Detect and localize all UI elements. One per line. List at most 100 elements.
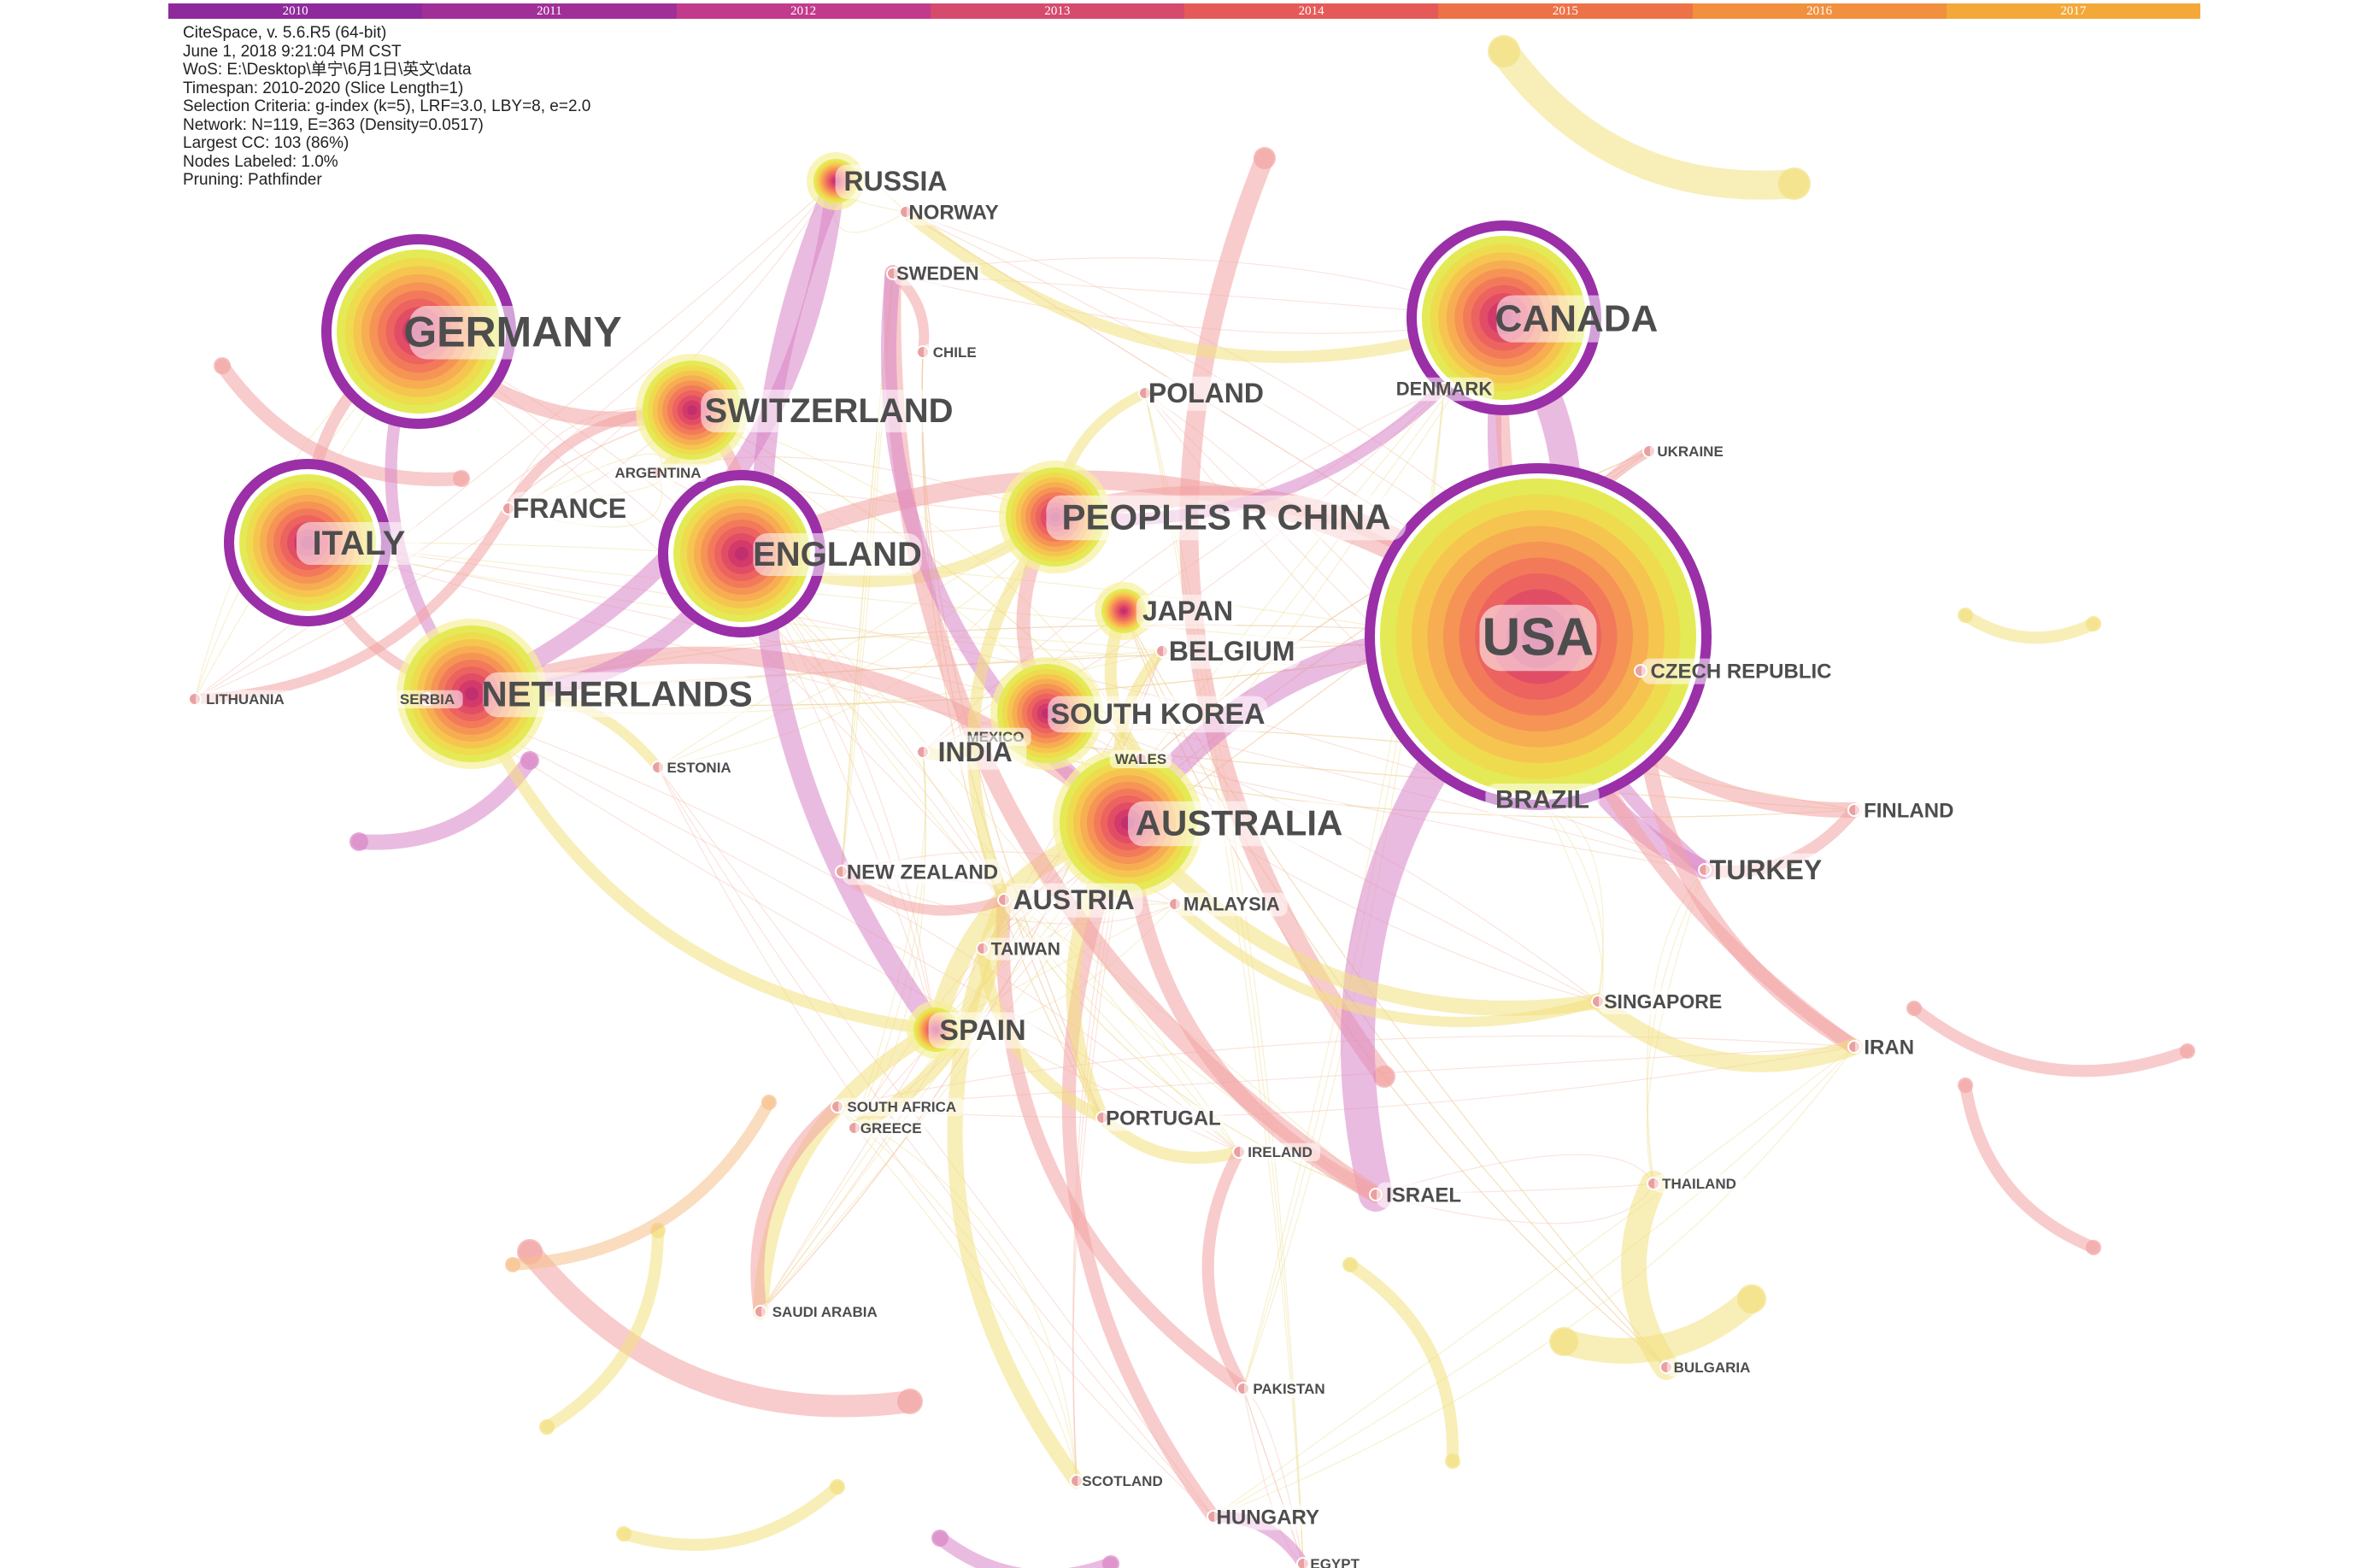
node-label-egypt: EGYPT [1310,1556,1360,1568]
node-label-netherlands: NETHERLANDS [481,674,752,714]
node-label-background [509,491,630,526]
node-label-italy: ITALY [313,525,406,562]
network-edge [1542,798,1604,1002]
timeline-segment: 2012 [676,3,931,19]
timeline-segment: 2014 [1184,3,1439,19]
node-label-background [1103,1105,1224,1131]
edge-endpoint [1254,147,1276,169]
info-line: Timespan: 2010-2020 (Slice Length=1) [183,79,464,97]
network-edge [1213,1046,1855,1518]
node-label-background [1479,604,1597,672]
info-line: Pruning: Pathfinder [183,171,322,189]
node-label-background [835,164,956,199]
network-edge [618,1481,843,1551]
network-edge [995,893,1250,1395]
node-label-background [1485,784,1600,816]
info-line: Selection Criteria: g-index (k=5), LRF=3… [183,97,591,115]
edge-endpoint [2086,1240,2101,1255]
node-label-thailand: THAILAND [1662,1176,1736,1192]
node-label-southafrica: SOUTH AFRICA [847,1099,956,1115]
network-edge [837,1106,1078,1482]
node-label-background [1048,696,1268,733]
node-label-background [1304,1554,1366,1568]
edge-endpoint [1778,167,1811,200]
network-edge [1201,1146,1249,1395]
node-label-india: INDIA [938,737,1013,767]
info-line: CiteSpace, v. 5.6.R5 (64-bit) [183,24,387,42]
timeline-bar: 2010 2011 2012 2013 2014 2015 2016 2017 [168,3,2200,19]
node-label-background [843,859,1002,885]
node-label-serbia: SERBIA [400,691,455,708]
network-edge [1242,1388,1304,1565]
node-label-background [1128,801,1350,847]
info-line: Largest CC: 103 (86%) [183,134,349,152]
node-label-estonia: ESTONIA [667,760,731,776]
node-label-taiwan: TAIWAN [991,939,1060,959]
network-edge [753,1022,943,1319]
edge-endpoint [1373,1066,1395,1088]
edge-endpoint [1549,1327,1578,1356]
network-edge [466,688,942,1036]
node-label-pakistan: PAKISTAN [1253,1381,1324,1397]
network-edge [1179,149,1394,1086]
network-edge [837,1035,1855,1107]
node-label-france: FRANCE [513,493,626,524]
network-edge [541,1224,664,1433]
node-label-scotland: SCOTLAND [1082,1473,1162,1489]
network-edge [933,1531,1118,1568]
node-label-background [659,758,740,778]
node-label-background [483,672,751,718]
node-label-russia: RUSSIA [844,166,948,197]
node-label-hungary: HUNGARY [1217,1506,1319,1529]
network-edge [1344,1259,1459,1467]
edge-endpoint [453,470,470,487]
node-label-background [1377,1182,1471,1208]
node-label-japan: JAPAN [1142,596,1233,626]
node-label-background [608,463,708,483]
node-label-background [1650,442,1731,461]
node-label-background [1109,749,1172,769]
node-label-background [1176,892,1288,917]
edge-endpoint [1906,1001,1922,1016]
node-label-background [1641,658,1841,684]
network-edge [741,553,937,1031]
timeline-year-label: 2017 [2060,4,2087,18]
network-edge [657,766,1214,1518]
network-edge [750,1100,844,1318]
network-edge [1908,1002,2193,1078]
network-edge [507,1096,775,1271]
node-australia[interactable] [1053,748,1203,898]
edge-endpoint [539,1419,555,1435]
node-label-norway: NORWAY [908,201,998,224]
node-label-background [838,1097,966,1117]
timeline-segment: 2017 [1946,3,2200,19]
network-edge [837,1106,1078,1482]
node-label-finland: FINLAND [1864,799,1953,822]
network-edge [1213,1046,1855,1518]
network-edge [1542,798,1604,1002]
node-japan[interactable] [1095,582,1153,640]
edge-endpoint [616,1526,631,1542]
timeline-segment: 2016 [1692,3,1947,19]
node-label-ukraine: UKRAINE [1657,443,1723,460]
network-edge [1646,869,1706,1184]
node-label-background [1855,1034,1923,1060]
node-label-background [1214,1504,1322,1530]
node-label-background [1394,377,1495,402]
node-label-background [1855,797,1963,824]
network-edge [1120,815,1606,1016]
edge-endpoint [2086,616,2101,631]
network-labels: RUSSIA NORWAY SWEDEN CHILE GERMANY SWITZERLAN… [196,164,1963,1568]
network-edge [691,409,1142,760]
node-label-poland: POLAND [1148,378,1264,408]
timeline-segment: 2010 [168,3,423,19]
node-label-background [928,1012,1037,1049]
node-label-chile: CHILE [933,344,977,361]
edge-endpoint [1958,608,1973,623]
node-label-background [1136,594,1240,629]
network-edge [657,766,1214,1518]
network-edge [1959,1079,2100,1254]
node-netherlands[interactable] [396,619,547,769]
edge-endpoint [761,1095,777,1110]
edge-endpoint [1488,35,1520,68]
